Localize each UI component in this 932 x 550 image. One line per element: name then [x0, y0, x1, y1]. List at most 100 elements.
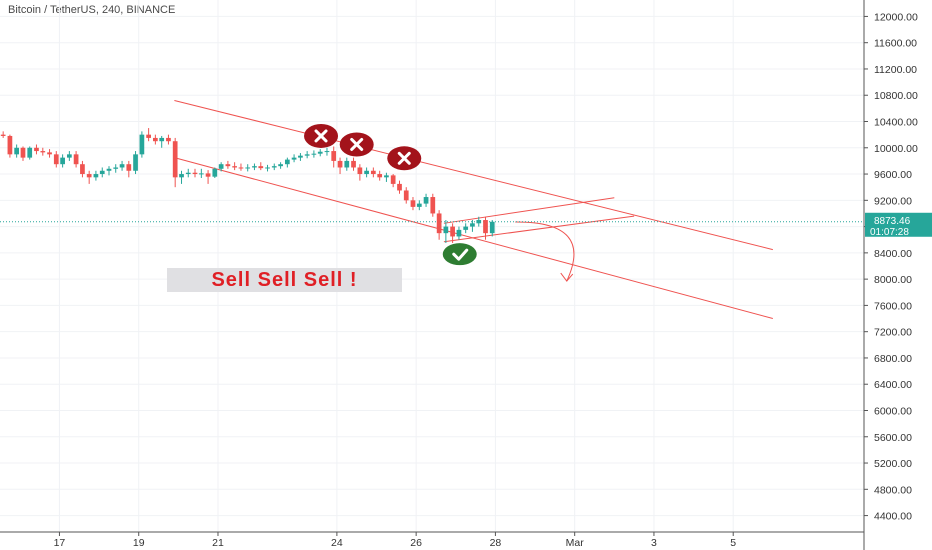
candle-body [192, 172, 198, 175]
y-tick-label: 7600.00 [874, 300, 912, 312]
y-tick-label: 8000.00 [874, 274, 912, 286]
candle-body [304, 154, 310, 156]
candle-body [133, 154, 138, 171]
candle-body [73, 154, 79, 165]
trendlines [0, 100, 864, 320]
candle-body [218, 164, 224, 169]
y-tick-label: 9600.00 [874, 169, 912, 181]
candle-body [324, 151, 330, 153]
candle-body [179, 174, 184, 178]
candle-body [271, 166, 277, 168]
y-tick-label: 10000.00 [874, 143, 918, 155]
candle-body [159, 137, 165, 142]
candle-body [265, 167, 270, 169]
candle-body [20, 147, 26, 158]
candle-body [225, 164, 231, 167]
candle-body [93, 174, 99, 178]
candle-body [0, 134, 6, 136]
candle-body [7, 135, 13, 155]
x-tick-label: 28 [490, 537, 502, 549]
candle-body [60, 157, 65, 165]
y-tick-label: 6800.00 [874, 353, 912, 365]
candle-body [489, 221, 495, 234]
candle-body [377, 174, 383, 178]
candle-body [456, 229, 462, 237]
candle-body [47, 152, 52, 155]
check-glyph [452, 248, 469, 261]
candle-body [403, 190, 409, 201]
arrow-head-icon [560, 272, 574, 282]
candle-body [311, 153, 317, 155]
chart-title: Bitcoin / TetherUS, 240, BINANCE [8, 4, 176, 16]
candle-body [357, 167, 363, 175]
x-tick-label: 5 [730, 537, 736, 549]
candle-body [238, 167, 244, 169]
candle-body [390, 175, 396, 184]
candle-body [430, 197, 436, 214]
candle-body [198, 173, 204, 175]
candle-body [443, 226, 449, 234]
check-marker-bg [442, 243, 477, 266]
cross-glyph [314, 129, 328, 143]
candle-body [397, 183, 402, 191]
candle-body [126, 164, 132, 171]
candle-body [40, 151, 46, 153]
candle-body [483, 220, 488, 234]
candle-body [410, 200, 416, 207]
cross-marker-icon [339, 132, 374, 157]
candle-body [139, 134, 145, 155]
check-marker-icon [442, 243, 477, 266]
y-tick-label: 10800.00 [874, 90, 918, 102]
price-badge-countdown: 01:07:28 [870, 227, 909, 238]
candle-body [232, 166, 237, 168]
candles [0, 128, 495, 244]
candle-body [291, 157, 297, 160]
x-tick-label: 21 [212, 537, 224, 549]
y-tick-label: 12000.00 [874, 11, 918, 23]
candle-body [436, 213, 442, 234]
sell-annotation: Sell Sell Sell ! [167, 268, 402, 292]
cross-glyph [397, 151, 411, 165]
candle-body [166, 137, 171, 142]
cross-glyph [350, 137, 364, 151]
y-tick-label: 5200.00 [874, 458, 912, 470]
candle-body [298, 155, 303, 158]
y-tick-label: 7200.00 [874, 327, 912, 339]
candle-body [351, 160, 356, 168]
price-badge [865, 212, 932, 237]
candle-body [14, 147, 20, 155]
candle-body [146, 134, 151, 138]
candle-body [113, 167, 119, 169]
x-tick-label: 19 [133, 537, 145, 549]
y-tick-label: 6000.00 [874, 405, 912, 417]
candle-body [370, 170, 376, 175]
candle-body [153, 137, 158, 142]
grid [0, 0, 864, 532]
y-tick-label: 6400.00 [874, 379, 912, 391]
candle-body [470, 223, 475, 227]
x-tick-label: Mar [566, 537, 585, 549]
candle-body [99, 170, 105, 175]
y-axis-panel [864, 0, 932, 550]
trendline-wedge-lower [443, 215, 635, 243]
cross-marker-icon [304, 123, 339, 148]
candle-body [317, 151, 323, 154]
candle-body [331, 151, 337, 161]
candle-body [53, 154, 59, 165]
candle-body [463, 226, 469, 230]
candle-body [384, 175, 389, 178]
candle-body [205, 173, 211, 177]
candle-body [284, 159, 290, 165]
y-tick-label: 4400.00 [874, 511, 912, 523]
y-tick-label: 10400.00 [874, 117, 918, 129]
candle-body [450, 226, 455, 237]
forecast-arrow [515, 221, 575, 282]
trendline-upper-channel [174, 100, 773, 251]
candle-body [423, 197, 429, 204]
x-tick-label: 17 [54, 537, 66, 549]
candle-body [80, 164, 85, 175]
trendline-wedge-upper [443, 197, 615, 224]
candle-body [119, 164, 125, 168]
markers [304, 123, 477, 266]
